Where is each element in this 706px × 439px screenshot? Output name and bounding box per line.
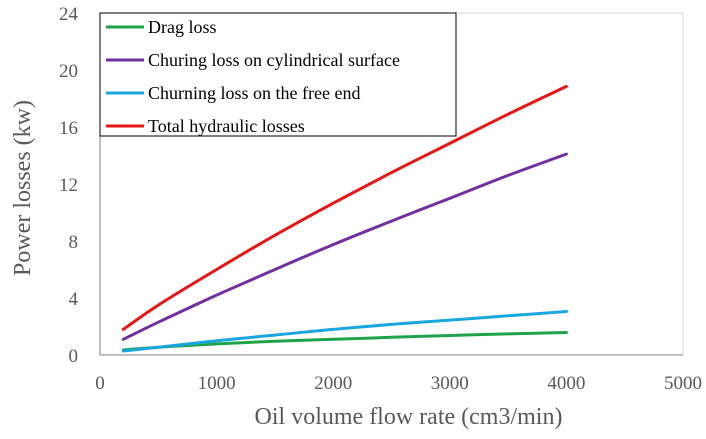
y-tick-label: 16 xyxy=(59,118,78,139)
x-axis-title: Oil volume flow rate (cm3/min) xyxy=(255,404,563,430)
x-tick-label: 5000 xyxy=(664,373,702,394)
x-tick-label: 3000 xyxy=(431,373,469,394)
y-tick-label: 4 xyxy=(69,289,79,310)
y-tick-label: 0 xyxy=(69,346,79,367)
y-tick-label: 8 xyxy=(69,232,79,253)
series-line-churing-loss-on-cylindrical-surface xyxy=(121,152,568,341)
y-tick-label: 20 xyxy=(59,61,78,82)
x-tick-label: 1000 xyxy=(198,373,236,394)
x-tick-label: 2000 xyxy=(314,373,352,394)
y-tick-label: 12 xyxy=(59,175,78,196)
legend-label: Total hydraulic losses xyxy=(148,116,305,136)
x-tick-label: 0 xyxy=(95,373,105,394)
y-tick-label: 24 xyxy=(59,4,79,25)
x-tick-label: 4000 xyxy=(547,373,585,394)
axes: 0 1000 2000 3000 4000 5000 0 4 8 12 16 20 24 xyxy=(59,4,702,394)
series-line-total-hydraulic-losses xyxy=(121,84,568,331)
series-line-churning-loss-on-the-free-end xyxy=(121,310,568,353)
legend: Drag loss Churing loss on cylindrical sur… xyxy=(99,12,457,137)
series-line-drag-loss xyxy=(121,331,568,352)
legend-label: Churing loss on cylindrical surface xyxy=(148,50,400,70)
legend-box xyxy=(99,12,457,137)
legend-label: Churning loss on the free end xyxy=(148,83,360,103)
legend-label: Drag loss xyxy=(148,17,217,37)
series-layer xyxy=(121,84,568,353)
y-axis-title: Power losses (kw) xyxy=(10,100,36,276)
